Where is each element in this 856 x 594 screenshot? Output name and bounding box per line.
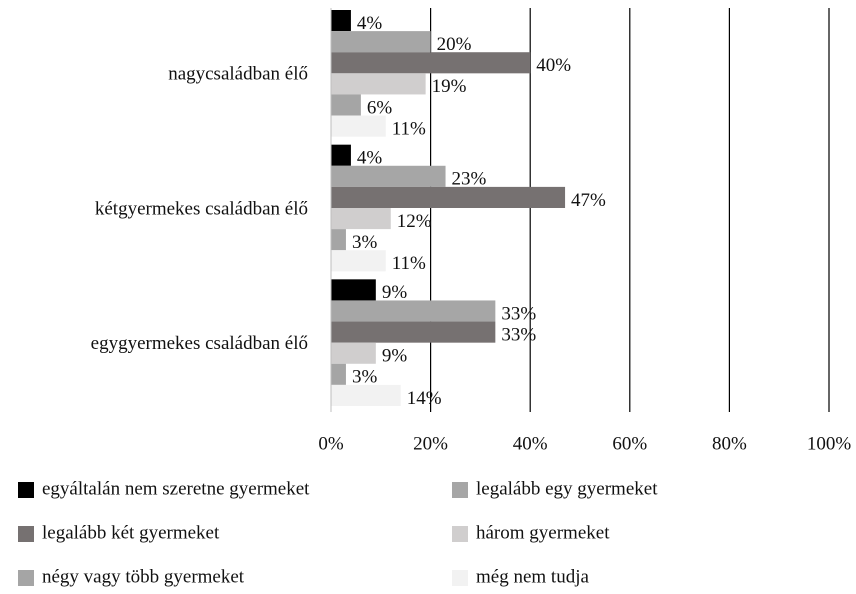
x-tick-label: 60% [612,433,647,454]
bar [331,52,531,74]
data-label: 4% [357,13,383,34]
bar [331,186,566,208]
data-label: 11% [392,253,426,274]
bar [331,31,431,53]
bar [331,300,496,322]
bar [331,115,386,137]
bar [331,208,391,230]
legend-swatch [452,526,468,542]
legend-label: egyáltalán nem szeretne gyermeket [42,478,310,499]
bar [331,73,426,95]
data-label: 4% [357,148,383,169]
data-label: 3% [352,232,378,253]
legend-swatch [18,526,34,542]
bar [331,321,496,343]
data-label: 9% [382,282,408,303]
legend-label: három gyermeket [476,522,610,543]
x-tick-label: 100% [807,433,852,454]
data-label: 3% [352,367,378,388]
legend-label: legalább két gyermeket [42,522,220,543]
legend-swatch [452,482,468,498]
bar [331,384,401,406]
category-label: kétgyermekes családban élő [95,198,308,219]
bar [331,229,346,251]
x-tick-label: 20% [413,433,448,454]
data-label: 47% [571,190,606,211]
bar [331,250,386,272]
bar [331,144,351,166]
bar [331,94,361,116]
legend-label: még nem tudja [476,566,589,587]
bar [331,363,346,385]
legend-label: legalább egy gyermeket [476,478,658,499]
legend-swatch [452,570,468,586]
data-label: 9% [382,346,408,367]
bar [331,279,376,301]
data-label: 6% [367,97,393,118]
bar [331,165,446,187]
bar [331,10,351,32]
x-tick-label: 80% [712,433,747,454]
data-label: 40% [536,55,571,76]
data-label: 12% [397,211,432,232]
data-label: 33% [501,324,536,345]
x-tick-label: 40% [513,433,548,454]
bar [331,342,376,364]
data-label: 14% [407,388,442,409]
data-label: 23% [452,169,487,190]
data-label: 11% [392,118,426,139]
category-label: egygyermekes családban élő [91,333,308,354]
legend-swatch [18,570,34,586]
legend-swatch [18,482,34,498]
data-label: 20% [437,34,472,55]
legend-label: négy vagy több gyermeket [42,566,245,587]
x-tick-label: 0% [318,433,344,454]
data-label: 33% [501,303,536,324]
data-label: 19% [432,76,467,97]
category-label: nagycsaládban élő [168,64,308,85]
